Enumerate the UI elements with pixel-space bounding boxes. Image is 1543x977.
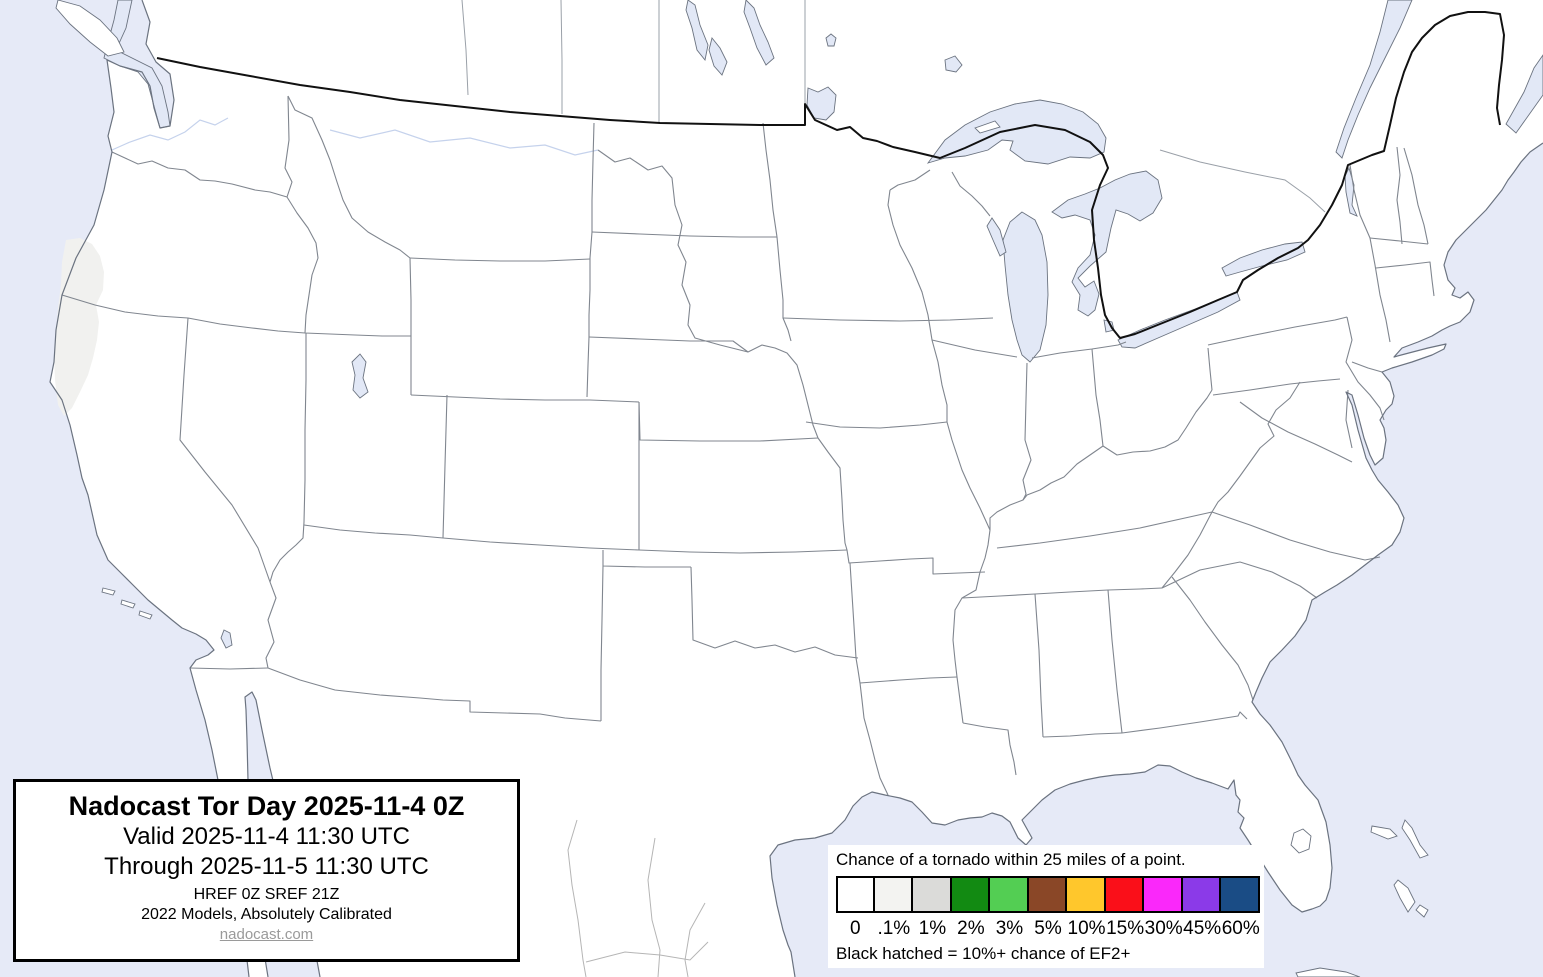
probability-swatch — [1142, 876, 1183, 913]
legend-item: 1% — [911, 876, 952, 940]
salton-sea — [220, 629, 233, 649]
legend-item: .1% — [872, 876, 914, 940]
legend-item: 30% — [1142, 876, 1183, 940]
probability-swatch — [988, 876, 1029, 913]
great-salt-lake — [351, 353, 369, 399]
legend-item: 10% — [1065, 876, 1106, 940]
nadocast-website-link[interactable]: nadocast.com — [219, 926, 314, 943]
probability-label: 45% — [1183, 918, 1222, 939]
legend-item: 2% — [949, 876, 991, 940]
lake-winnipeg — [743, 0, 775, 66]
legend-item: 15% — [1103, 876, 1145, 940]
probability-swatch — [911, 876, 952, 913]
forecast-title: Nadocast Tor Day 2025-11-4 0Z — [68, 791, 465, 821]
probability-swatch — [1180, 876, 1222, 913]
probability-swatch — [1103, 876, 1145, 913]
lake-ontario — [1221, 241, 1306, 277]
isle-royale — [974, 120, 1001, 134]
forecast-calibration: 2022 Models, Absolutely Calibrated — [141, 906, 392, 923]
legend-swatch-row: 0 .1% 1% 2% 3% 5% — [836, 876, 1261, 940]
channel-island — [120, 599, 136, 609]
lake-huron — [1051, 170, 1163, 317]
probability-label: 0 — [849, 918, 861, 939]
probability-swatch — [1026, 876, 1068, 913]
legend-item: 60% — [1219, 876, 1261, 940]
lakes-and-waterways — [103, 0, 1543, 649]
probability-label: 3% — [995, 918, 1024, 939]
bahamas-island — [1401, 819, 1429, 859]
probability-swatch — [836, 876, 875, 913]
lake-winnipegosis — [685, 0, 709, 62]
landmass — [50, 0, 1543, 977]
legend-item: 45% — [1180, 876, 1222, 940]
probability-legend: Chance of a tornado within 25 miles of a… — [828, 845, 1264, 968]
st-lawrence-river — [1335, 0, 1413, 159]
probability-swatch — [872, 876, 914, 913]
canada-province-borders — [461, 0, 1326, 213]
forecast-valid-time: Valid 2025-11-4 11:30 UTC — [123, 823, 410, 850]
legend-item: 0 — [836, 876, 875, 940]
cuba-coast — [1295, 967, 1361, 977]
bahamas-island — [1393, 879, 1416, 913]
probability-label: 5% — [1034, 918, 1062, 939]
islands — [55, 0, 1429, 977]
channel-island — [138, 610, 153, 620]
probability-label: .1% — [877, 918, 911, 939]
legend-item: 5% — [1026, 876, 1068, 940]
green-bay — [986, 217, 1007, 257]
lake-erie — [1117, 291, 1241, 349]
forecast-model-runs: HREF 0Z SREF 21Z — [193, 886, 340, 903]
lake-manitoba — [708, 37, 728, 76]
probability-swatch — [949, 876, 991, 913]
legend-item: 3% — [988, 876, 1029, 940]
probability-label: 60% — [1221, 918, 1260, 939]
channel-island — [101, 587, 116, 596]
mexico-state-borders — [567, 819, 709, 977]
lake-superior — [926, 99, 1107, 165]
probability-label: 1% — [918, 918, 947, 939]
probability-label: 2% — [957, 918, 985, 939]
bay-of-fundy — [1505, 54, 1543, 134]
probability-label: 30% — [1144, 918, 1183, 939]
state-borders — [61, 95, 1435, 796]
vancouver-island — [55, 0, 125, 57]
legend-footnote: Black hatched = 10%+ chance of EF2+ — [836, 944, 1131, 963]
canadian-lake-small — [825, 33, 837, 47]
canada-border — [156, 11, 1505, 339]
probability-label: 10% — [1067, 918, 1106, 939]
bahamas-island — [1415, 904, 1429, 918]
canadian-lake — [944, 55, 963, 73]
rivers — [111, 117, 599, 156]
probability-swatch — [1065, 876, 1106, 913]
lake-okeechobee — [1290, 828, 1312, 854]
probability-label: 15% — [1106, 918, 1145, 939]
probability-swatch — [1219, 876, 1261, 913]
forecast-info-box: Nadocast Tor Day 2025-11-4 0Z Valid 2025… — [13, 779, 520, 962]
bahamas-island — [1370, 825, 1398, 840]
legend-title: Chance of a tornado within 25 miles of a… — [836, 850, 1186, 869]
forecast-through-time: Through 2025-11-5 11:30 UTC — [104, 853, 429, 880]
